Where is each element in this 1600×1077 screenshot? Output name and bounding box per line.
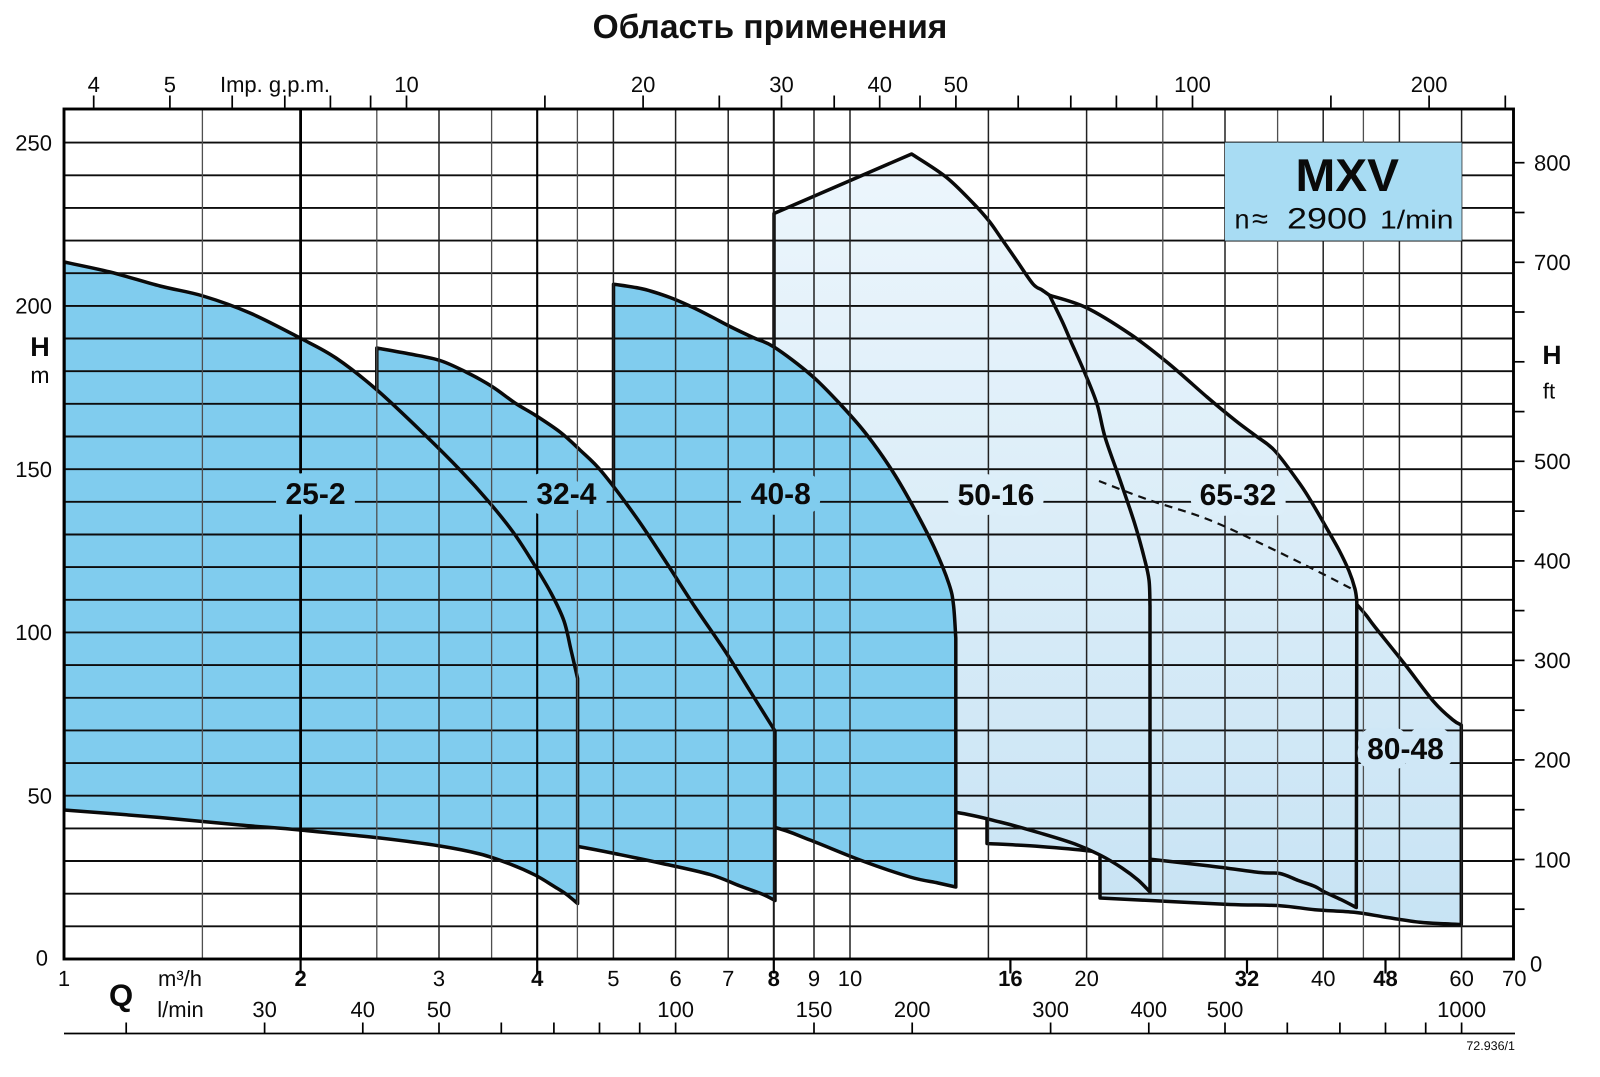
svg-text:20: 20 (631, 72, 655, 97)
svg-text:7: 7 (722, 966, 734, 991)
svg-text:50-16: 50-16 (958, 479, 1035, 512)
svg-text:30: 30 (252, 997, 276, 1022)
svg-text:4: 4 (88, 72, 100, 97)
svg-text:m³/h: m³/h (158, 966, 202, 991)
svg-text:70: 70 (1502, 966, 1526, 991)
svg-text:1: 1 (58, 966, 70, 991)
svg-text:200: 200 (1411, 72, 1448, 97)
svg-text:5: 5 (164, 72, 176, 97)
svg-text:5: 5 (607, 966, 619, 991)
svg-text:65-32: 65-32 (1200, 479, 1277, 512)
svg-text:ft: ft (1543, 379, 1555, 404)
svg-text:250: 250 (15, 130, 52, 155)
svg-text:72.936/1: 72.936/1 (1466, 1039, 1515, 1053)
svg-text:400: 400 (1130, 997, 1167, 1022)
svg-text:40: 40 (867, 72, 891, 97)
svg-text:Область применения: Область применения (593, 9, 948, 46)
svg-text:500: 500 (1207, 997, 1244, 1022)
svg-text:4: 4 (531, 966, 544, 991)
svg-text:0: 0 (1530, 952, 1542, 977)
svg-text:100: 100 (657, 997, 694, 1022)
svg-text:300: 300 (1032, 997, 1069, 1022)
svg-text:150: 150 (796, 997, 833, 1022)
svg-text:l/min: l/min (157, 997, 203, 1022)
svg-text:9: 9 (808, 966, 820, 991)
svg-text:40: 40 (351, 997, 375, 1022)
svg-text:3: 3 (433, 966, 445, 991)
svg-text:200: 200 (15, 294, 52, 319)
svg-text:20: 20 (1074, 966, 1098, 991)
svg-text:n: n (1235, 205, 1250, 235)
svg-text:100: 100 (15, 620, 52, 645)
svg-text:60: 60 (1449, 966, 1473, 991)
svg-text:200: 200 (894, 997, 931, 1022)
svg-text:200: 200 (1534, 748, 1571, 773)
svg-text:50: 50 (28, 784, 52, 809)
svg-text:100: 100 (1174, 72, 1211, 97)
svg-text:300: 300 (1534, 648, 1571, 673)
svg-text:50: 50 (427, 997, 451, 1022)
svg-text:150: 150 (15, 457, 52, 482)
svg-text:30: 30 (769, 72, 793, 97)
svg-text:800: 800 (1534, 151, 1571, 176)
svg-text:40: 40 (1311, 966, 1335, 991)
svg-text:2900: 2900 (1287, 203, 1367, 236)
svg-text:500: 500 (1534, 449, 1571, 474)
svg-text:≈: ≈ (1252, 204, 1268, 236)
svg-text:10: 10 (394, 72, 418, 97)
svg-text:0: 0 (36, 945, 48, 970)
svg-text:H: H (1542, 340, 1561, 370)
svg-text:6: 6 (669, 966, 681, 991)
svg-text:25-2: 25-2 (285, 478, 345, 511)
svg-text:400: 400 (1534, 549, 1571, 574)
svg-text:40-8: 40-8 (751, 478, 811, 511)
svg-text:50: 50 (944, 72, 968, 97)
svg-text:Imp. g.p.m.: Imp. g.p.m. (220, 72, 330, 97)
svg-text:700: 700 (1534, 250, 1571, 275)
svg-text:m: m (30, 362, 49, 388)
svg-text:10: 10 (838, 966, 862, 991)
svg-text:H: H (30, 332, 50, 362)
svg-text:MXV: MXV (1296, 149, 1400, 201)
svg-text:2: 2 (294, 966, 306, 991)
svg-text:8: 8 (768, 966, 780, 991)
svg-text:100: 100 (1534, 847, 1571, 872)
svg-text:1/min: 1/min (1380, 205, 1454, 235)
svg-text:1000: 1000 (1437, 997, 1486, 1022)
svg-text:80-48: 80-48 (1367, 733, 1444, 766)
svg-text:32-4: 32-4 (536, 478, 596, 511)
svg-text:Q: Q (109, 978, 133, 1013)
